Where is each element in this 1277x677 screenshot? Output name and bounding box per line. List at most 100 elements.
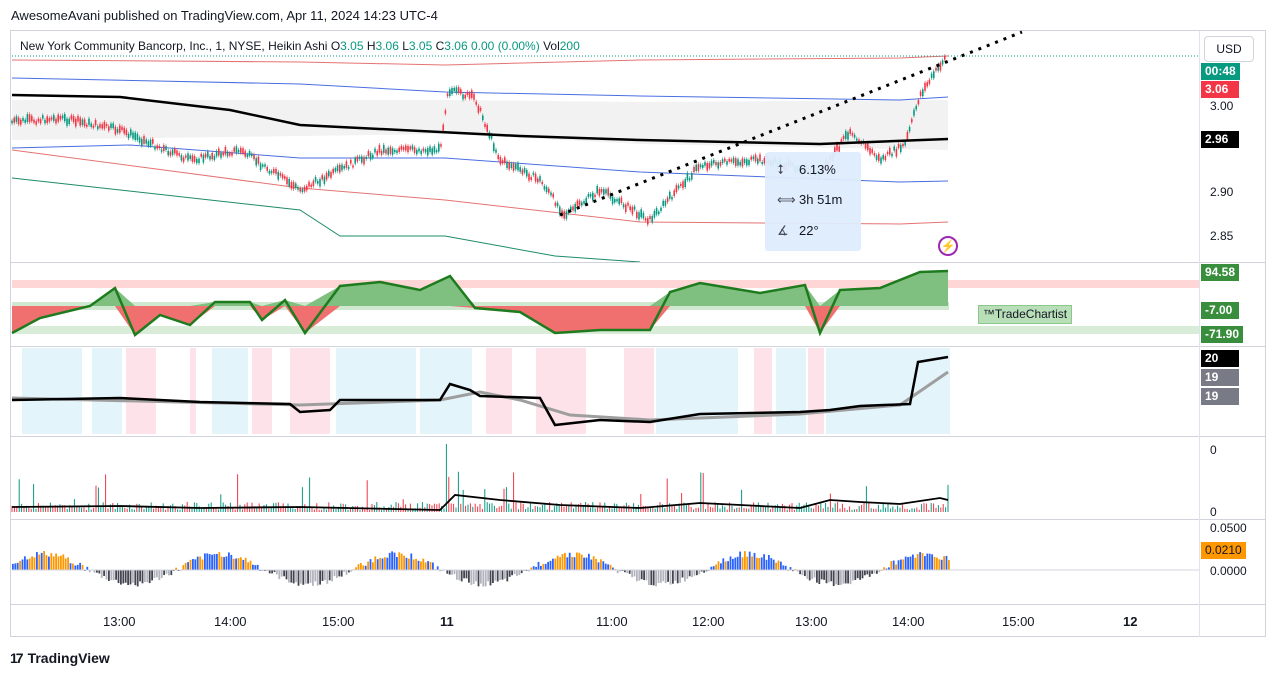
- price-candle: [462, 94, 464, 100]
- macd-bar: [801, 570, 804, 576]
- price-candle: [924, 82, 926, 91]
- macd-bar: [163, 570, 165, 576]
- macd-bar: [271, 570, 273, 574]
- price-candle: [649, 216, 651, 220]
- macd-bar: [916, 554, 919, 570]
- macd-bar: [189, 559, 192, 570]
- price-candle: [259, 163, 262, 170]
- price-candle: [732, 157, 735, 163]
- macd-bar: [535, 566, 537, 570]
- macd-bar: [36, 552, 38, 570]
- price-candle: [204, 153, 207, 158]
- macd-bar: [825, 570, 828, 584]
- price-candle: [550, 192, 552, 196]
- macd-bar: [417, 560, 420, 570]
- macd-bar: [28, 558, 31, 570]
- price-candle: [858, 139, 860, 143]
- macd-bar: [748, 551, 751, 570]
- macd-bar: [669, 570, 672, 585]
- macd-bar: [768, 555, 770, 570]
- price-candle: [48, 118, 51, 122]
- price-candle: [88, 118, 90, 125]
- symbol-name[interactable]: New York Community Bancorp, Inc., 1, NYS…: [20, 39, 328, 53]
- macd-bar: [398, 552, 401, 570]
- macd-bar: [336, 570, 338, 578]
- price-candle: [257, 156, 260, 164]
- macd-bar: [192, 559, 194, 570]
- pane-separator-3[interactable]: [11, 436, 1265, 437]
- overbought-zone: [12, 280, 1199, 288]
- price-candle: [240, 147, 242, 153]
- price-candle: [310, 184, 312, 187]
- pane-separator-2[interactable]: [11, 346, 1265, 347]
- price-candle: [158, 145, 161, 149]
- angle-icon: ∡: [777, 223, 789, 238]
- price-candle: [662, 200, 664, 206]
- macd-bar: [432, 562, 434, 570]
- price-candle: [631, 206, 634, 215]
- chart-frame: [10, 30, 1266, 637]
- tradingview-logo[interactable]: 17 TradingView: [10, 650, 110, 666]
- macd-bar: [355, 567, 357, 570]
- macd-bar: [33, 557, 36, 570]
- price-candle: [587, 194, 590, 197]
- price-candle: [515, 164, 517, 170]
- price-candle: [708, 163, 711, 169]
- macd-bar: [492, 570, 494, 584]
- time-label: 11:00: [596, 614, 628, 629]
- price-candle: [17, 117, 20, 125]
- macd-bar: [297, 570, 300, 586]
- price-candle: [433, 146, 436, 153]
- macd-bar: [892, 560, 895, 570]
- price-candle: [596, 185, 598, 194]
- macd-bar: [888, 567, 890, 570]
- price-candle: [629, 206, 631, 211]
- macd-bar: [280, 570, 283, 577]
- macd-bar: [940, 559, 943, 570]
- time-label: 12:00: [692, 614, 725, 629]
- price-candle: [915, 105, 917, 110]
- price-candle: [651, 216, 653, 223]
- price-candle: [543, 186, 546, 190]
- macd-bar: [660, 570, 662, 583]
- macd-bar: [693, 570, 696, 576]
- macd-bar: [420, 561, 422, 570]
- measure-percent: 6.13%: [799, 162, 836, 177]
- pane-separator-1[interactable]: [11, 262, 1265, 263]
- symbol-legend[interactable]: New York Community Bancorp, Inc., 1, NYS…: [20, 39, 580, 53]
- lower-band: [11, 149, 949, 225]
- macd-bar: [844, 570, 847, 584]
- brand-name: TradingView: [27, 650, 110, 666]
- lightning-icon[interactable]: ⚡: [938, 236, 958, 256]
- volume-axis-label: 0: [1210, 443, 1217, 457]
- pane-separator-4[interactable]: [11, 519, 1265, 520]
- macd-bar: [307, 570, 309, 584]
- price-candle: [605, 189, 607, 194]
- price-candle: [345, 161, 348, 168]
- measure-tool-popup[interactable]: ⭥ 6.13% ⟺ 3h 51m ∡ 22°: [765, 152, 861, 251]
- macd-bar: [151, 570, 153, 581]
- macd-bar: [100, 570, 103, 578]
- price-candle: [836, 143, 838, 151]
- price-candle: [603, 189, 605, 195]
- price-candle: [695, 164, 697, 171]
- price-candle: [495, 149, 497, 153]
- price-candle: [185, 155, 187, 158]
- currency-button[interactable]: USD: [1204, 36, 1254, 62]
- price-candle: [226, 151, 229, 157]
- price-candle: [479, 107, 482, 111]
- macd-bar: [544, 563, 547, 570]
- price-candle: [207, 151, 209, 158]
- price-label: 3.00: [1210, 99, 1234, 113]
- price-candle: [24, 119, 26, 123]
- price-candle: [592, 192, 594, 201]
- price-candle: [323, 176, 326, 184]
- price-candle: [693, 166, 695, 172]
- price-candle: [882, 155, 884, 160]
- macd-bar: [499, 570, 501, 581]
- macd-bar: [384, 557, 386, 570]
- price-candle: [200, 153, 202, 157]
- price-candle: [130, 129, 132, 136]
- price-candle: [132, 132, 134, 139]
